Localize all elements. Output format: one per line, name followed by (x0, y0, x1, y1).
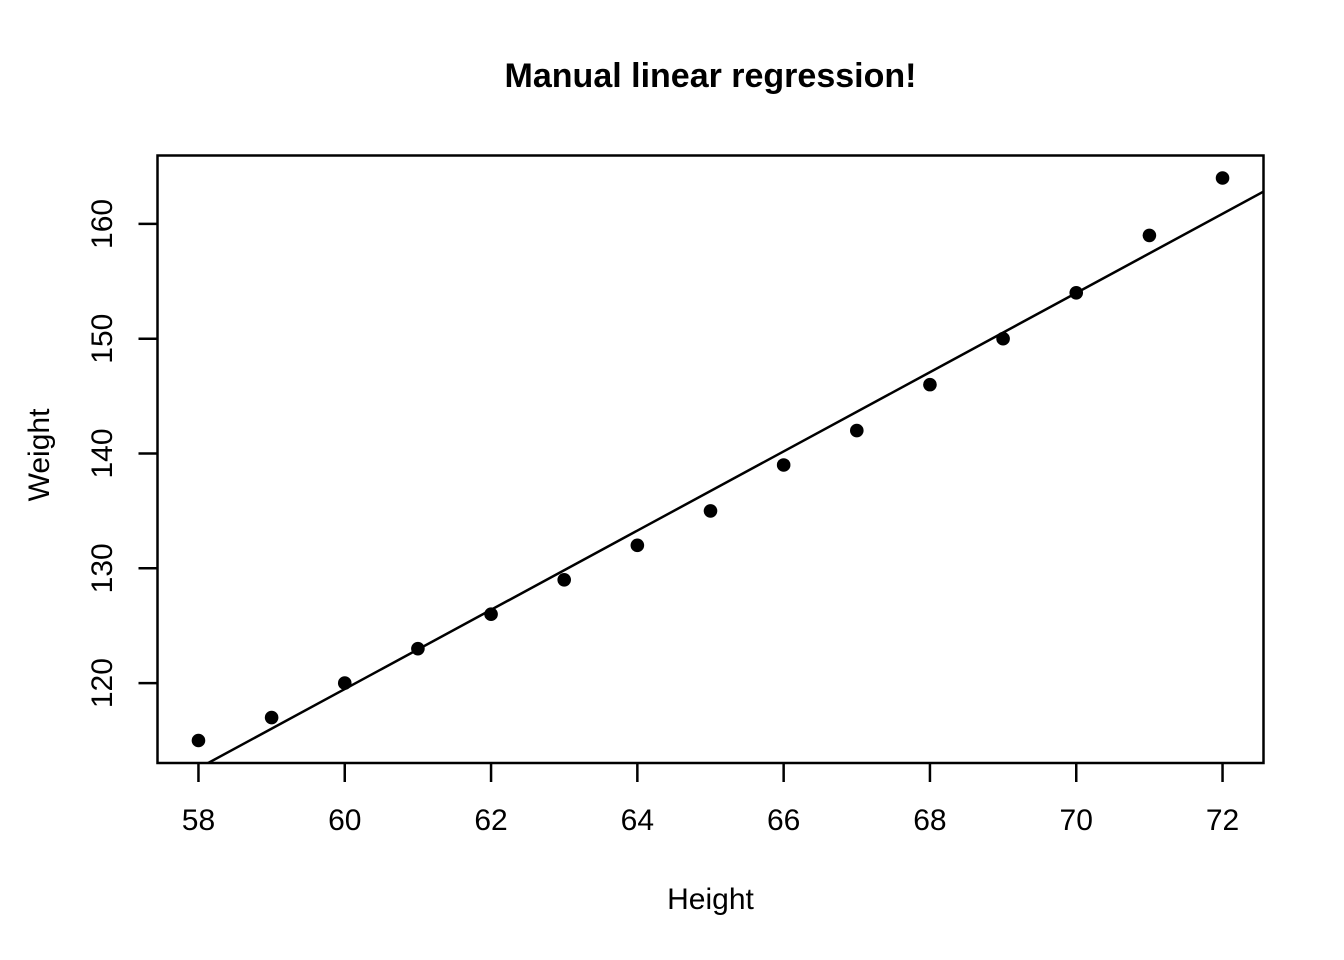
data-point (703, 504, 718, 518)
data-point (411, 641, 425, 656)
x-tick-label: 64 (621, 804, 654, 837)
x-tick-label: 66 (767, 804, 800, 837)
y-tick-label: 140 (86, 428, 119, 478)
y-tick-label: 130 (86, 543, 119, 593)
data-point (337, 676, 352, 690)
data-point (264, 710, 279, 725)
x-tick-label: 70 (1060, 804, 1093, 837)
data-point (484, 607, 498, 622)
x-tick-label: 72 (1206, 804, 1239, 837)
y-tick-label: 150 (86, 314, 119, 364)
data-point (849, 423, 864, 438)
data-point (1142, 228, 1157, 243)
y-tick-label: 160 (86, 199, 119, 249)
y-axis-label: Weight (23, 408, 56, 501)
x-axis-label: Height (667, 883, 754, 916)
data-point (923, 377, 937, 392)
data-point (557, 572, 572, 587)
data-point (996, 331, 1010, 346)
y-tick-label: 120 (86, 658, 119, 708)
data-point (1215, 171, 1230, 185)
x-tick-label: 62 (474, 804, 507, 837)
data-point (776, 458, 791, 472)
plot-box (156, 154, 1265, 765)
chart-title: Manual linear regression! (505, 57, 917, 95)
plot-region: 58 60 62 64 66 68 70 72 120 130 140 150 160 (86, 154, 1265, 837)
data-point (191, 733, 206, 748)
x-tick-label: 68 (913, 804, 946, 837)
x-tick-label: 60 (328, 804, 361, 837)
data-point (1069, 285, 1084, 300)
x-tick-label: 58 (182, 804, 215, 837)
data-point (630, 538, 645, 553)
regression-line (205, 190, 1264, 763)
